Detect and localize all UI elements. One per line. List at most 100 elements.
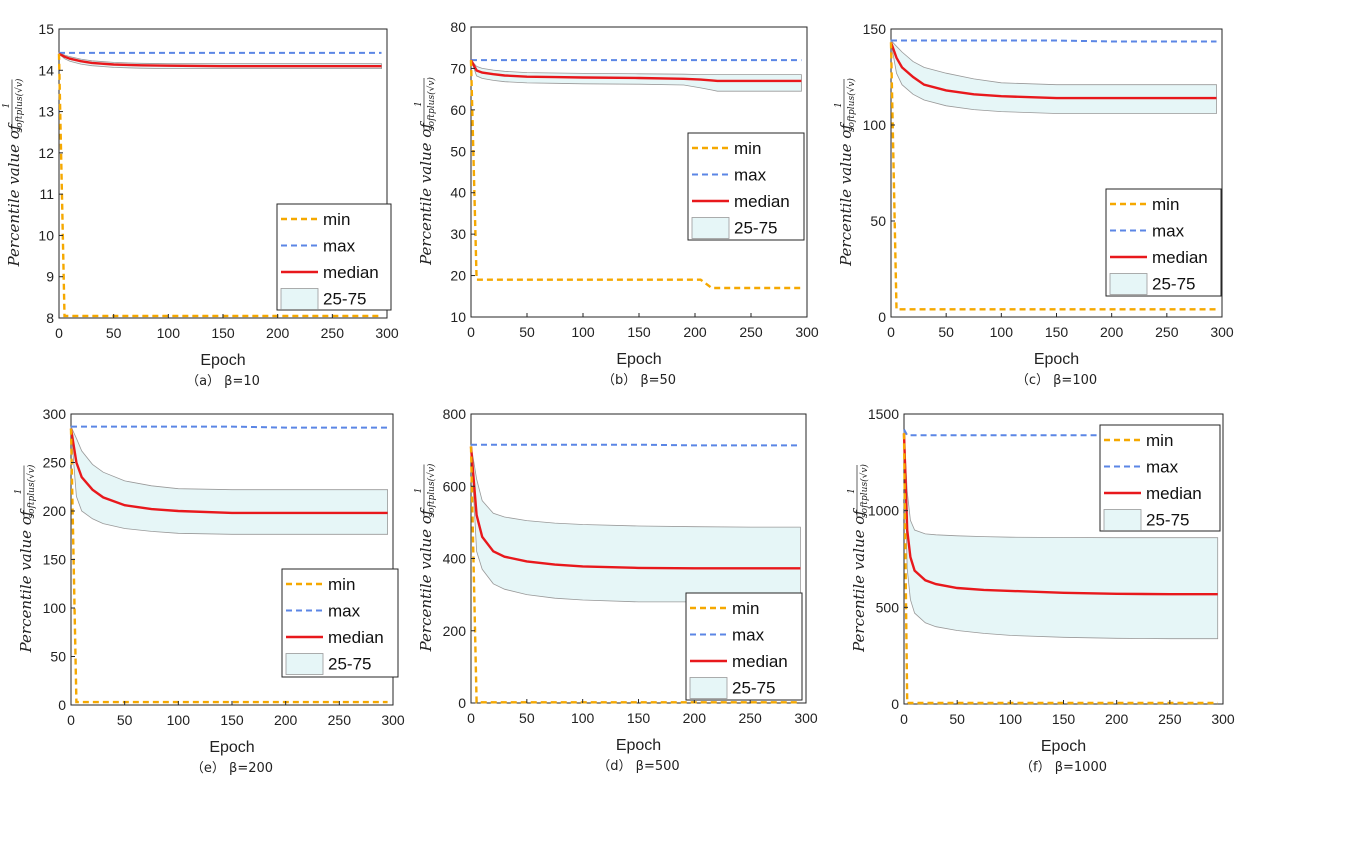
y-tick-label: 0 — [58, 697, 66, 713]
x-tick-label: 0 — [55, 325, 63, 341]
y-axis-label-fraction: 1 softplus(√v) — [847, 464, 870, 518]
y-tick-label: 50 — [870, 213, 886, 229]
y-tick-label: 250 — [43, 455, 67, 471]
x-tick-label: 200 — [266, 325, 290, 341]
x-tick-label: 250 — [1155, 324, 1179, 340]
y-tick-label: 13 — [38, 104, 54, 120]
legend-swatch-band — [280, 288, 319, 310]
y-tick-label: 60 — [450, 102, 466, 118]
panel-caption: （b） β=50 — [602, 373, 676, 388]
legend: min max median 25-75 — [687, 132, 805, 241]
x-tick-label: 100 — [157, 325, 181, 341]
y-axis-label: Percentile value of1 softplus(√v) — [2, 78, 25, 267]
y-tick-label: 14 — [38, 62, 54, 78]
x-tick-label: 100 — [999, 711, 1023, 727]
y-tick-label: 12 — [38, 145, 54, 161]
legend-label-band: 25-75 — [734, 219, 777, 238]
panel-3: 0 50 100 150 200 250 300 0 50 100 150 Epoch Percenti… — [834, 21, 1234, 388]
y-tick-label: 10 — [450, 309, 466, 325]
panel-caption: （d） β=500 — [597, 759, 679, 774]
legend-swatch-band — [689, 677, 728, 699]
y-tick-label: 100 — [43, 600, 67, 616]
y-tick-label: 9 — [46, 269, 54, 285]
x-axis-label: Epoch — [200, 352, 245, 369]
legend-label-min: min — [732, 599, 759, 618]
fraction-denominator: softplus(√v) — [26, 464, 37, 518]
y-tick-label: 500 — [876, 599, 900, 615]
x-tick-label: 300 — [1210, 324, 1234, 340]
panel-caption: （a） β=10 — [186, 374, 260, 389]
y-axis-label-fraction: 1 softplus(√v) — [414, 463, 437, 517]
legend-label-band: 25-75 — [1152, 275, 1195, 294]
y-tick-label: 50 — [450, 143, 466, 159]
series-min-line — [69, 428, 388, 704]
series-max-line — [891, 39, 1217, 43]
legend: min max median 25-75 — [1099, 424, 1221, 532]
legend-label-band: 25-75 — [328, 655, 371, 674]
band-25-75 — [70, 426, 388, 535]
x-tick-label: 200 — [683, 324, 707, 340]
y-axis-label-fraction: 1 softplus(√v) — [834, 78, 857, 132]
x-tick-label: 50 — [938, 324, 954, 340]
y-tick-label: 30 — [450, 226, 466, 242]
x-tick-label: 250 — [739, 324, 763, 340]
y-axis-label-text: Percentile value of — [850, 508, 868, 653]
legend-label-max: max — [323, 237, 356, 256]
x-tick-label: 250 — [1158, 711, 1182, 727]
legend-label-band: 25-75 — [1146, 511, 1189, 530]
series-median-line — [58, 52, 382, 68]
panel-5: 0 50 100 150 200 250 300 0 200 400 600 800 Epoch Perc… — [414, 406, 818, 774]
legend-label-median: median — [1146, 484, 1202, 503]
y-tick-label: 800 — [443, 406, 467, 422]
fraction-numerator: 1 — [2, 103, 12, 109]
legend: min max median 25-75 — [281, 568, 399, 678]
x-tick-label: 200 — [1105, 711, 1129, 727]
legend-label-max: max — [328, 602, 361, 621]
y-tick-label: 0 — [891, 696, 899, 712]
y-tick-label: 0 — [458, 695, 466, 711]
y-axis-label-text: Percentile value of — [17, 508, 35, 653]
x-tick-label: 200 — [274, 712, 298, 728]
legend: min max median 25-75 — [1105, 188, 1222, 297]
legend-swatch-band — [1109, 273, 1148, 295]
y-axis-label: Percentile value of1 softplus(√v) — [14, 464, 37, 653]
legend: min max median 25-75 — [276, 203, 392, 311]
series-min-line — [469, 446, 801, 704]
band-25-75 — [903, 429, 1219, 640]
x-tick-label: 50 — [117, 712, 133, 728]
series-median-line — [469, 446, 801, 570]
fraction-denominator: softplus(√v) — [14, 78, 25, 132]
y-tick-label: 400 — [443, 551, 467, 567]
x-tick-label: 250 — [738, 710, 762, 726]
y-tick-label: 100 — [863, 117, 887, 133]
y-axis-label-fraction: 1 softplus(√v) — [2, 78, 25, 132]
fraction-numerator: 1 — [414, 488, 424, 494]
x-tick-label: 0 — [887, 324, 895, 340]
series-min-line — [469, 60, 802, 290]
panel-2: 0 50 100 150 200 250 300 10 20 30 40 50 60 70 80 Epoch P… — [414, 19, 819, 388]
legend-label-max: max — [734, 166, 767, 185]
x-tick-label: 100 — [571, 710, 595, 726]
y-tick-label: 70 — [450, 60, 466, 76]
y-tick-label: 200 — [443, 623, 467, 639]
y-axis-label: Percentile value of1 softplus(√v) — [414, 77, 437, 266]
panel-6: 0 50 100 150 200 250 300 0 500 1000 1500 Epoch Perce… — [847, 406, 1235, 775]
legend-box — [685, 592, 803, 701]
x-tick-label: 150 — [1052, 711, 1076, 727]
y-tick-label: 80 — [450, 19, 466, 35]
y-tick-label: 150 — [863, 21, 887, 37]
legend-label-min: min — [1146, 431, 1173, 450]
y-tick-label: 200 — [43, 503, 67, 519]
fraction-numerator: 1 — [414, 101, 424, 107]
x-axis-label: Epoch — [1034, 351, 1079, 368]
fraction-denominator: softplus(√v) — [846, 78, 857, 132]
series-median-line — [469, 59, 802, 83]
legend-label-min: min — [323, 210, 350, 229]
legend-swatch-band — [1103, 509, 1142, 531]
y-tick-label: 600 — [443, 478, 467, 494]
legend-label-median: median — [734, 192, 790, 211]
series-median-line — [889, 41, 1217, 100]
y-axis-label-text: Percentile value of — [417, 507, 435, 652]
y-axis-label: Percentile value of1 softplus(√v) — [847, 464, 870, 653]
legend-swatch-band — [285, 653, 324, 675]
